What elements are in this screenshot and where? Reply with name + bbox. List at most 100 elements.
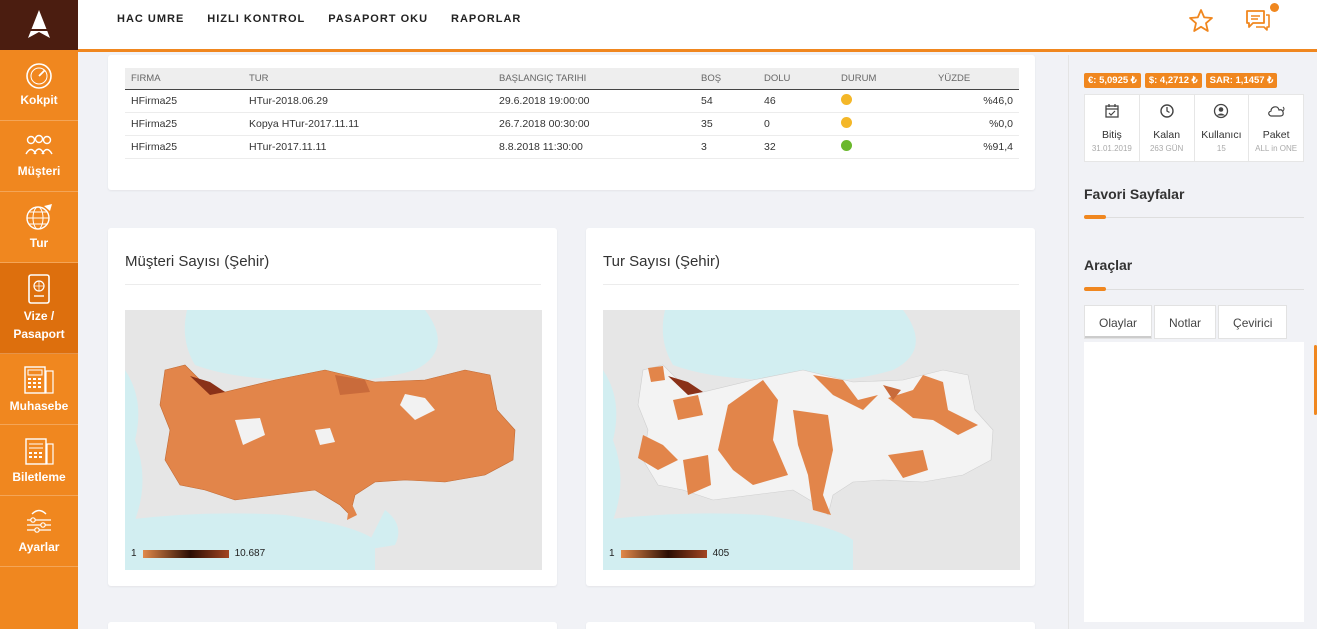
stat-paket: Paket ALL in ONE — [1249, 95, 1303, 161]
calculator-icon — [24, 366, 54, 394]
scrollbar-thumb[interactable] — [1314, 345, 1317, 415]
cell-yuzde: %91,4 — [932, 135, 1019, 159]
table-row[interactable]: HFirma25 HTur-2018.06.29 29.6.2018 19:00… — [125, 89, 1019, 113]
sidebar-item-label: Tur — [29, 236, 49, 250]
logo-icon — [28, 10, 50, 38]
nav-hizli-kontrol[interactable]: HIZLI KONTROL — [207, 13, 306, 25]
cell-tarih: 8.8.2018 11:30:00 — [493, 135, 695, 159]
cell-bos: 35 — [695, 112, 758, 136]
cell-dolu: 32 — [758, 135, 835, 159]
logo[interactable] — [0, 0, 78, 50]
cell-tarih: 29.6.2018 19:00:00 — [493, 89, 695, 113]
cell-durum — [835, 135, 932, 159]
notification-dot — [1270, 3, 1279, 12]
tools-tab-panel — [1084, 342, 1304, 622]
col-firma[interactable]: FIRMA — [125, 68, 243, 90]
cloud-icon — [1268, 106, 1285, 117]
stat-kullanici: Kullanıcı 15 — [1195, 95, 1250, 161]
col-tur[interactable]: TUR — [243, 68, 493, 90]
divider — [603, 284, 1019, 285]
legend-max: 10.687 — [234, 548, 266, 559]
right-panel: €: 5,0925 ₺ $: 4,2712 ₺ SAR: 1,1457 ₺ Bi… — [1068, 55, 1317, 629]
tools-title: Araçlar — [1084, 257, 1133, 273]
bottom-card-left — [108, 622, 557, 629]
chat-icon[interactable] — [1244, 6, 1272, 34]
map-title: Tur Sayısı (Şehir) — [603, 253, 720, 270]
turkey-map — [125, 310, 542, 570]
tab-olaylar[interactable]: Olaylar — [1084, 305, 1153, 339]
tab-cevirici[interactable]: Çevirici — [1218, 305, 1288, 339]
stat-value: 31.01.2019 — [1091, 144, 1132, 153]
nav-raporlar[interactable]: RAPORLAR — [451, 13, 522, 25]
map-title: Müşteri Sayısı (Şehir) — [125, 253, 270, 270]
sidebar-item-label: Vize / Pasaport — [13, 309, 65, 341]
status-dot — [841, 93, 852, 105]
legend-min: 1 — [131, 548, 137, 559]
divider — [1084, 289, 1304, 290]
nav-pasaport-oku[interactable]: PASAPORT OKU — [328, 13, 429, 25]
sidebar-item-tur[interactable]: Tur — [0, 192, 78, 263]
cell-durum — [835, 112, 932, 136]
tour-table: FIRMA TUR BAŞLANGIÇ TARIHI BOŞ DOLU DURU… — [125, 68, 1019, 159]
exchange-rates: €: 5,0925 ₺ $: 4,2712 ₺ SAR: 1,1457 ₺ — [1084, 73, 1278, 88]
cell-tur: HTur-2018.06.29 — [243, 89, 493, 113]
cell-tur: HTur-2017.11.11 — [243, 135, 493, 159]
customer-city-map[interactable]: 1 10.687 — [125, 310, 542, 570]
tour-city-map[interactable]: 1 405 — [603, 310, 1020, 570]
legend-min: 1 — [609, 548, 615, 559]
legend-max: 405 — [712, 548, 730, 559]
divider — [1084, 217, 1304, 218]
gauge-icon — [26, 63, 52, 89]
customer-map-card: Müşteri Sayısı (Şehir) 1 10.687 — [108, 228, 557, 586]
table-row[interactable]: HFirma25 Kopya HTur-2017.11.11 26.7.2018… — [125, 112, 1019, 136]
col-bos[interactable]: BOŞ — [695, 68, 758, 90]
stat-label: Kalan — [1153, 129, 1181, 141]
globe-plane-icon — [26, 204, 52, 230]
bottom-card-right — [586, 622, 1035, 629]
ticket-icon — [25, 438, 54, 465]
favorites-title: Favori Sayfalar — [1084, 186, 1185, 202]
rate-usd: $: 4,2712 ₺ — [1144, 73, 1202, 88]
col-durum[interactable]: DURUM — [835, 68, 932, 90]
tour-table-card: FIRMA TUR BAŞLANGIÇ TARIHI BOŞ DOLU DURU… — [108, 55, 1035, 190]
star-icon[interactable] — [1187, 7, 1215, 35]
cell-firma: HFirma25 — [125, 135, 243, 159]
sidebar-item-biletleme[interactable]: Biletleme — [0, 425, 78, 496]
stat-label: Kullanıcı — [1201, 129, 1242, 141]
users-icon — [25, 134, 53, 155]
tools-tabs: Olaylar Notlar Çevirici — [1084, 305, 1288, 339]
cell-firma: HFirma25 — [125, 112, 243, 136]
stat-label: Bitiş — [1101, 129, 1122, 141]
rate-eur: €: 5,0925 ₺ — [1084, 73, 1141, 88]
table-row[interactable]: HFirma25 HTur-2017.11.11 8.8.2018 11:30:… — [125, 135, 1019, 159]
status-dot — [841, 116, 852, 128]
col-dolu[interactable]: DOLU — [758, 68, 835, 90]
settings-icon — [27, 509, 51, 533]
sidebar-item-vize-pasaport[interactable]: Vize / Pasaport — [0, 263, 78, 354]
col-baslangic[interactable]: BAŞLANGIÇ TARIHI — [493, 68, 695, 90]
sidebar: Kokpit Müşteri Tur — [0, 0, 78, 629]
col-yuzde[interactable]: YÜZDE — [932, 68, 1019, 90]
stat-bitis: Bitiş 31.01.2019 — [1085, 95, 1140, 161]
sidebar-item-label: Kokpit — [20, 93, 58, 107]
sidebar-item-ayarlar[interactable]: Ayarlar — [0, 496, 78, 567]
cell-dolu: 0 — [758, 112, 835, 136]
tab-notlar[interactable]: Notlar — [1154, 305, 1217, 339]
tour-map-card: Tur Sayısı (Şehir) — [586, 228, 1035, 586]
nav-hac-umre[interactable]: HAC UMRE — [117, 13, 185, 25]
license-stats: Bitiş 31.01.2019 Kalan 263 GÜN Kullanıcı — [1084, 94, 1304, 162]
sidebar-item-muhasebe[interactable]: Muhasebe — [0, 354, 78, 425]
sidebar-item-label: Ayarlar — [18, 540, 60, 554]
stat-value: 263 GÜN — [1149, 144, 1184, 153]
sidebar-item-kokpit[interactable]: Kokpit — [0, 50, 78, 121]
sidebar-item-musteri[interactable]: Müşteri — [0, 121, 78, 192]
sidebar-item-label: Muhasebe — [9, 399, 69, 413]
status-dot — [841, 139, 852, 151]
stat-kalan: Kalan 263 GÜN — [1140, 95, 1195, 161]
cell-bos: 54 — [695, 89, 758, 113]
map-legend: 1 405 — [609, 548, 729, 559]
turkey-map — [603, 310, 1020, 570]
legend-gradient — [620, 549, 707, 558]
cell-durum — [835, 89, 932, 113]
divider — [125, 284, 541, 285]
